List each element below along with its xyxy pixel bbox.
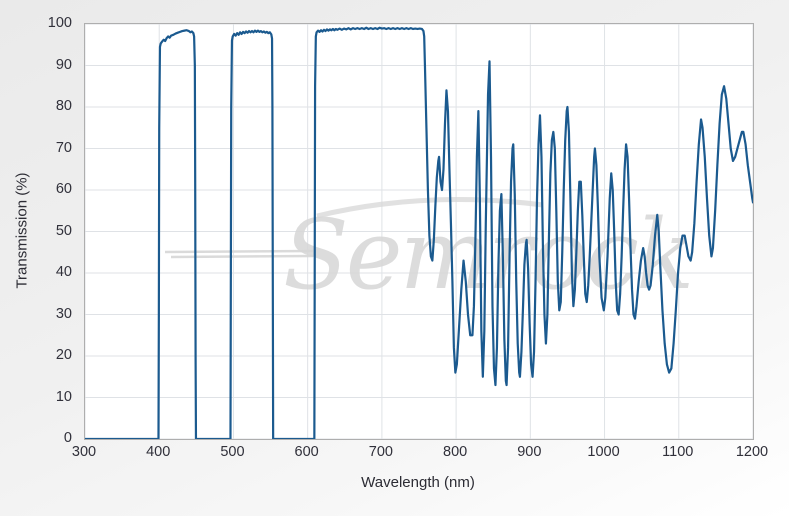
x-tick-label: 300 — [71, 444, 97, 460]
y-tick-label: 90 — [55, 56, 72, 73]
x-axis-ticks: 300 400 500 600 700 800 900 1000 1100 1200 — [72, 444, 768, 466]
x-tick-label: 600 — [294, 444, 319, 460]
y-tick-label: 40 — [55, 264, 72, 280]
y-tick-label: 10 — [55, 388, 72, 405]
y-tick-label: 80 — [55, 98, 72, 114]
y-tick-label: 50 — [55, 222, 72, 239]
plot-area: Semrock — [84, 23, 754, 440]
x-tick-label: 900 — [517, 444, 542, 460]
y-tick-label: 0 — [63, 430, 72, 446]
x-tick-label: 800 — [443, 444, 468, 460]
y-tick-label: 20 — [55, 347, 72, 363]
y-tick-label: 70 — [55, 139, 72, 156]
y-tick-label: 60 — [55, 181, 72, 197]
watermark-text: Semrock — [283, 199, 691, 311]
x-tick-label: 1000 — [587, 444, 620, 460]
x-axis-title: Wavelength (nm) — [361, 474, 475, 491]
x-tick-label: 700 — [368, 444, 393, 460]
semrock-watermark: Semrock — [164, 197, 694, 311]
y-tick-label: 30 — [55, 305, 72, 322]
transmission-chart: Semrock — [85, 24, 753, 439]
x-tick-label: 1100 — [662, 444, 694, 460]
y-tick-label: 100 — [47, 15, 72, 31]
x-tick-label: 500 — [220, 444, 245, 460]
y-axis-ticks: 0 10 20 30 40 50 60 70 80 90 100 — [0, 15, 78, 446]
x-tick-label: 1200 — [735, 444, 769, 460]
transmission-curve — [85, 26, 753, 439]
x-tick-label: 400 — [146, 444, 171, 460]
